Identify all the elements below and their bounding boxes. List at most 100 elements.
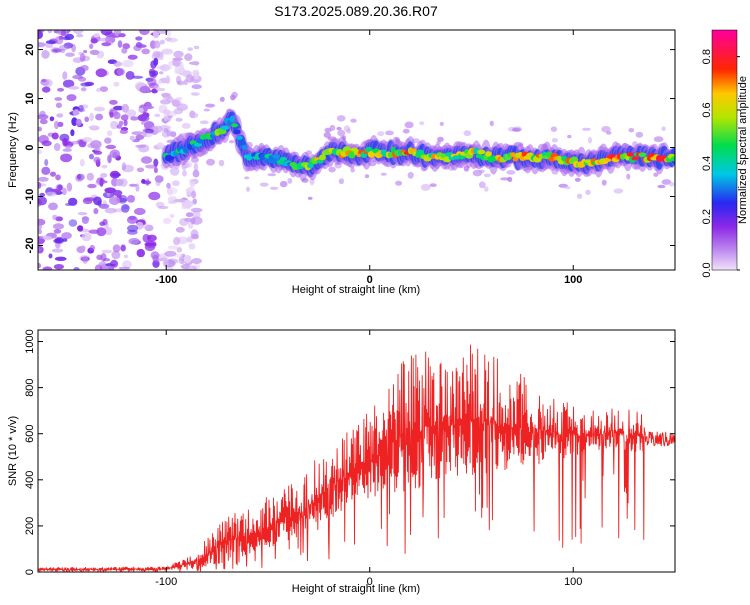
x-tick-label: 100	[564, 274, 582, 286]
colorbar-band	[712, 258, 737, 261]
spectrogram-cell	[159, 39, 165, 45]
spectrogram-cell	[122, 260, 132, 269]
x-tick-label: 0	[367, 576, 373, 588]
spectrogram-cell	[336, 115, 346, 122]
spectrogram-cell	[38, 126, 42, 132]
spectrogram-cell	[45, 191, 57, 197]
spectrogram-cell	[489, 120, 494, 127]
colorbar-band	[712, 242, 737, 245]
spectrogram-cell	[582, 127, 591, 131]
spectrogram-cell	[241, 145, 248, 150]
spectrogram-cell	[139, 30, 150, 36]
colorbar-band	[712, 188, 737, 191]
spectrogram-cell	[105, 144, 117, 150]
colorbar-band	[712, 102, 737, 105]
spectrogram-cell	[185, 212, 194, 218]
spectrogram-cell	[635, 131, 644, 138]
x-tick-label: -100	[155, 274, 177, 286]
spectrogram-cell	[161, 92, 171, 98]
spectrogram-cell	[53, 238, 61, 244]
spectrogram-cell	[203, 108, 210, 112]
spectrogram-cell	[38, 223, 42, 231]
spectrogram-cell	[163, 109, 171, 115]
spectrogram-cell	[122, 43, 130, 50]
spectrogram-cell	[38, 182, 42, 189]
spectrogram-cell	[329, 124, 336, 131]
spectrogram-cell	[337, 129, 346, 137]
spectrogram-cell	[47, 30, 53, 34]
spectrogram-cell	[72, 30, 84, 35]
spectrogram-cell	[110, 260, 118, 265]
colorbar-band	[712, 30, 737, 33]
spectrogram-cell	[188, 243, 196, 250]
spectrogram-cell	[244, 176, 250, 180]
spectrogram-cell	[171, 99, 182, 107]
spectrogram-cell	[76, 33, 84, 38]
spectrogram-cell	[108, 265, 115, 270]
spectrogram-cell	[125, 71, 135, 80]
spectrogram-cell	[130, 116, 139, 121]
spectrogram-cell	[153, 167, 158, 174]
spectrogram-cell	[166, 96, 174, 103]
spectrogram-cell	[144, 242, 157, 247]
colorbar-band	[712, 70, 737, 73]
colorbar-band	[712, 186, 737, 189]
spectrogram-frame	[37, 29, 676, 271]
colorbar-band	[712, 112, 737, 115]
spectrogram-cell	[118, 266, 131, 270]
spectrogram-cell	[53, 143, 61, 151]
colorbar-band	[712, 84, 737, 87]
spectrogram-cell	[402, 128, 410, 134]
spectrogram-cell	[128, 215, 137, 221]
colorbar-band	[712, 212, 737, 215]
spectrogram-cell	[62, 148, 72, 152]
spectrogram-cell	[81, 216, 90, 222]
spectrogram-cell	[112, 151, 118, 159]
spectrogram-cell	[184, 161, 193, 168]
spectrogram-cell	[181, 122, 191, 129]
spectrogram-cell	[420, 183, 431, 191]
colorbar-band	[712, 226, 737, 229]
spectrogram-cell	[80, 87, 87, 92]
spectrogram-cell	[79, 53, 86, 62]
colorbar-band	[712, 136, 737, 139]
colorbar-tick-label: 0.2	[701, 209, 713, 224]
spectrogram-cell	[109, 196, 120, 206]
spectrogram-cell	[192, 198, 197, 205]
spectrogram-cell	[161, 48, 173, 55]
colorbar-band	[712, 126, 737, 129]
spectrogram-cell	[101, 249, 113, 254]
spectrogram-cell	[346, 128, 351, 134]
spectrogram-cell	[149, 70, 155, 78]
spectrogram-cell	[127, 54, 138, 60]
colorbar-band	[712, 64, 737, 67]
spectrogram-cell	[106, 130, 113, 137]
spectrogram-cell	[88, 125, 99, 129]
spectrogram-cell	[153, 40, 161, 49]
colorbar-band	[712, 230, 737, 233]
spectrogram-cell	[100, 173, 108, 178]
spectrogram-cell	[121, 103, 129, 113]
spectrogram-cell	[153, 125, 164, 133]
spectrogram-cell	[136, 248, 145, 258]
colorbar-frame	[711, 29, 738, 271]
y-tick-label: 0	[24, 144, 36, 150]
colorbar-band	[712, 94, 737, 97]
colorbar-band	[712, 206, 737, 209]
spectrogram-cell	[54, 120, 59, 130]
spectrogram-cell	[64, 33, 74, 41]
y-tick-label: 20	[24, 43, 36, 55]
spectrogram-cell	[38, 42, 46, 48]
spectrogram-cell	[576, 193, 583, 199]
spectrogram-cell	[135, 36, 143, 41]
spectrogram-cell	[219, 96, 225, 102]
spectrogram-cell	[51, 132, 59, 140]
colorbar-band	[712, 240, 737, 243]
spectrogram-cell	[87, 183, 97, 189]
colorbar-gradient	[712, 30, 737, 271]
spectrogram-cell	[57, 87, 65, 92]
colorbar-band	[712, 32, 737, 35]
spectrogram-ridge	[161, 108, 675, 182]
spectrogram-cell	[39, 110, 46, 118]
